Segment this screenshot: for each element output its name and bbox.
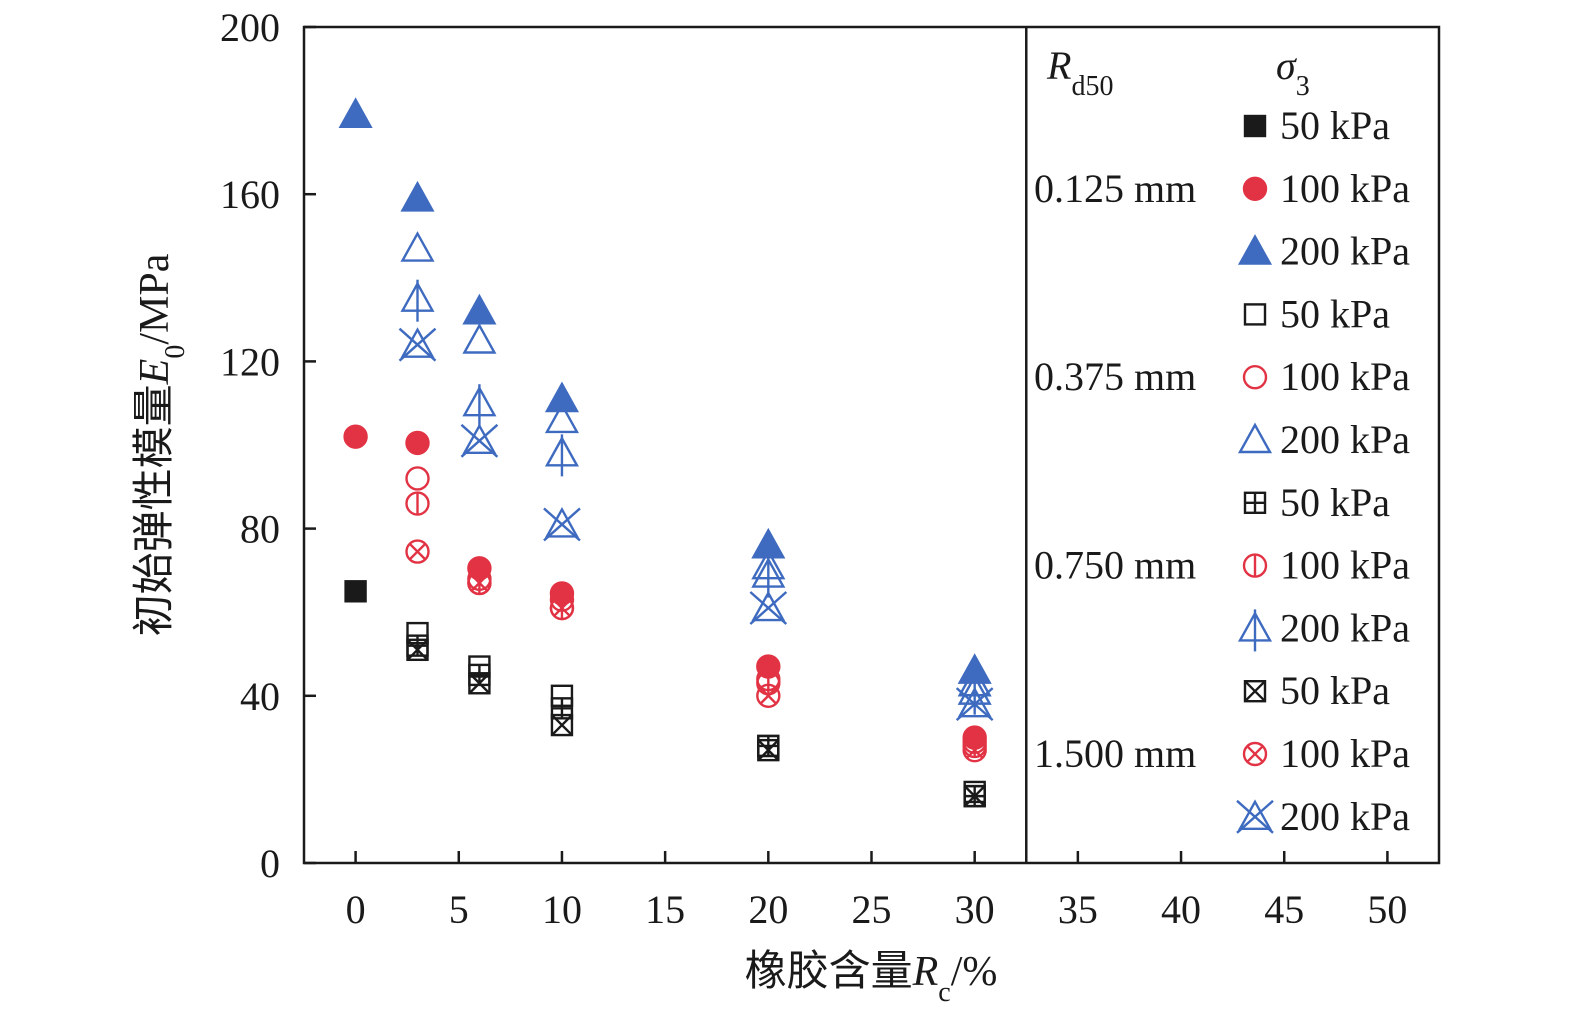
data-point <box>405 430 430 456</box>
legend-marker <box>1243 680 1267 703</box>
data-point <box>406 638 429 662</box>
data-point <box>549 595 575 621</box>
data-point <box>344 580 367 603</box>
x-tick-label: 15 <box>645 887 685 932</box>
legend-marker <box>1243 491 1267 514</box>
legend-entry-label: 200 kPa <box>1280 229 1410 274</box>
data-point <box>962 737 987 763</box>
x-tick-label: 35 <box>1058 887 1098 932</box>
x-tick-label: 45 <box>1264 887 1304 932</box>
data-point <box>405 491 430 516</box>
data-point <box>400 279 435 322</box>
legend-group-label: 0.375 mm <box>1034 354 1196 399</box>
x-tick-label: 30 <box>955 887 995 932</box>
y-tick-label: 200 <box>220 5 280 50</box>
data-point <box>757 738 780 762</box>
legend-entry-label: 50 kPa <box>1280 291 1390 336</box>
y-tick-label: 160 <box>220 172 280 217</box>
legend-marker <box>1242 176 1268 202</box>
data-point <box>400 231 435 262</box>
data-point <box>963 784 986 808</box>
legend-entry-label: 200 kPa <box>1280 605 1410 650</box>
legend-entry-label: 50 kPa <box>1280 480 1390 525</box>
x-tick-label: 25 <box>852 887 892 932</box>
legend-group-label: 0.125 mm <box>1034 166 1196 211</box>
legend-entry-label: 100 kPa <box>1280 543 1410 588</box>
data-point <box>460 423 499 458</box>
data-point <box>749 590 788 625</box>
legend-marker <box>1242 365 1268 390</box>
data-point <box>756 671 781 696</box>
legend-marker <box>1242 741 1268 767</box>
legend: Rd50 σ3 0.125 mm 50 kPa 100 kPa 200 kPa 0.375 … <box>1034 43 1410 839</box>
legend-entry-label: 100 kPa <box>1280 731 1410 776</box>
legend-entry-label: 100 kPa <box>1280 166 1410 211</box>
data-point <box>544 402 579 434</box>
y-tick-label: 120 <box>220 339 280 384</box>
x-tick-label: 50 <box>1367 887 1407 932</box>
legend-entry-label: 100 kPa <box>1280 354 1410 399</box>
data-point <box>462 323 497 354</box>
x-tick-label: 5 <box>449 887 469 932</box>
x-axis-title: 橡胶含量Rc/% <box>745 948 998 1008</box>
legend-header-sigma3: σ3 <box>1276 43 1310 102</box>
data-point <box>543 506 581 542</box>
legend-marker <box>1237 609 1273 652</box>
data-point <box>343 424 368 449</box>
data-point <box>550 713 574 737</box>
x-tick-label: 40 <box>1161 887 1201 932</box>
data-point <box>467 570 492 596</box>
data-point <box>462 384 497 427</box>
data-point <box>338 97 373 128</box>
data-point <box>405 466 430 491</box>
data-point <box>955 686 994 722</box>
legend-entry-label: 200 kPa <box>1280 417 1410 462</box>
x-tick-label: 10 <box>542 887 582 932</box>
x-tick-label: 0 <box>346 887 366 932</box>
data-points <box>338 97 994 808</box>
data-point <box>544 434 579 477</box>
y-tick-label: 80 <box>240 507 280 552</box>
data-point <box>400 180 435 212</box>
legend-marker <box>1237 234 1273 265</box>
x-tick-label: 20 <box>748 887 788 932</box>
legend-entry-label: 50 kPa <box>1280 103 1390 148</box>
legend-entry-label: 50 kPa <box>1280 668 1390 713</box>
y-tick-label: 0 <box>260 841 280 886</box>
data-point <box>405 539 430 564</box>
y-axis-title: 初始弹性模量E0/MPa <box>132 253 191 636</box>
legend-marker <box>1237 422 1273 454</box>
data-point <box>462 293 497 325</box>
legend-marker <box>1236 799 1274 834</box>
data-point <box>544 381 579 413</box>
legend-group-label: 0.750 mm <box>1034 543 1196 588</box>
data-point <box>398 327 437 362</box>
data-point <box>468 672 491 695</box>
legend-marker <box>1243 114 1267 138</box>
legend-entry-label: 200 kPa <box>1280 794 1410 839</box>
y-tick-label: 40 <box>240 674 280 719</box>
legend-group-label: 1.500 mm <box>1034 731 1196 776</box>
legend-marker <box>1243 303 1267 326</box>
legend-header-rd50: Rd50 <box>1046 43 1113 102</box>
data-point <box>756 683 781 708</box>
legend-marker <box>1242 553 1268 578</box>
axis-ticks: 0 5 10 15 20 25 30 35 40 45 50 0 40 80 120 160 200 <box>220 5 1407 932</box>
